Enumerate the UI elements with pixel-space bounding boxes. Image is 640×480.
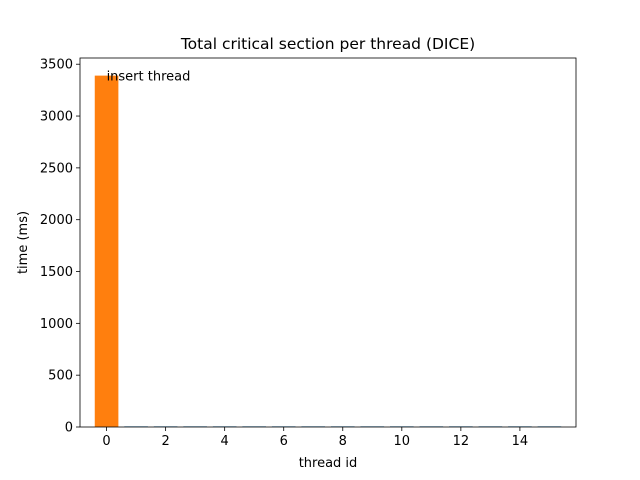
x-tick-label: 10 bbox=[394, 434, 411, 449]
x-tick-label: 6 bbox=[280, 434, 288, 449]
y-tick-label: 1000 bbox=[40, 317, 73, 332]
y-tick-label: 500 bbox=[48, 369, 73, 384]
x-tick-label: 14 bbox=[512, 434, 529, 449]
y-axis-label: time (ms) bbox=[16, 211, 31, 274]
y-tick-label: 0 bbox=[65, 421, 73, 436]
x-tick-label: 2 bbox=[161, 434, 169, 449]
x-axis-ticks: 0 2 4 6 8 10 12 14 bbox=[102, 427, 528, 449]
bars bbox=[94, 75, 562, 427]
chart-title: Total critical section per thread (DICE) bbox=[180, 35, 475, 53]
x-axis-label: thread id bbox=[299, 456, 358, 471]
y-tick-label: 2000 bbox=[40, 213, 73, 228]
y-axis-ticks: 0 500 1000 1500 2000 2500 3000 3500 bbox=[40, 58, 80, 436]
y-tick-label: 3500 bbox=[40, 58, 73, 73]
x-tick-label: 0 bbox=[102, 434, 110, 449]
annotation-label: insert thread bbox=[107, 70, 191, 85]
x-tick-label: 4 bbox=[221, 434, 229, 449]
x-tick-label: 8 bbox=[339, 434, 347, 449]
annotations: insert thread bbox=[107, 70, 191, 85]
y-tick-label: 2500 bbox=[40, 161, 73, 176]
plot-frame bbox=[79, 57, 577, 428]
x-tick-label: 12 bbox=[453, 434, 470, 449]
y-tick-label: 1500 bbox=[40, 265, 73, 280]
bar-series-1-thread-0 bbox=[94, 75, 119, 427]
y-tick-label: 3000 bbox=[40, 110, 73, 125]
